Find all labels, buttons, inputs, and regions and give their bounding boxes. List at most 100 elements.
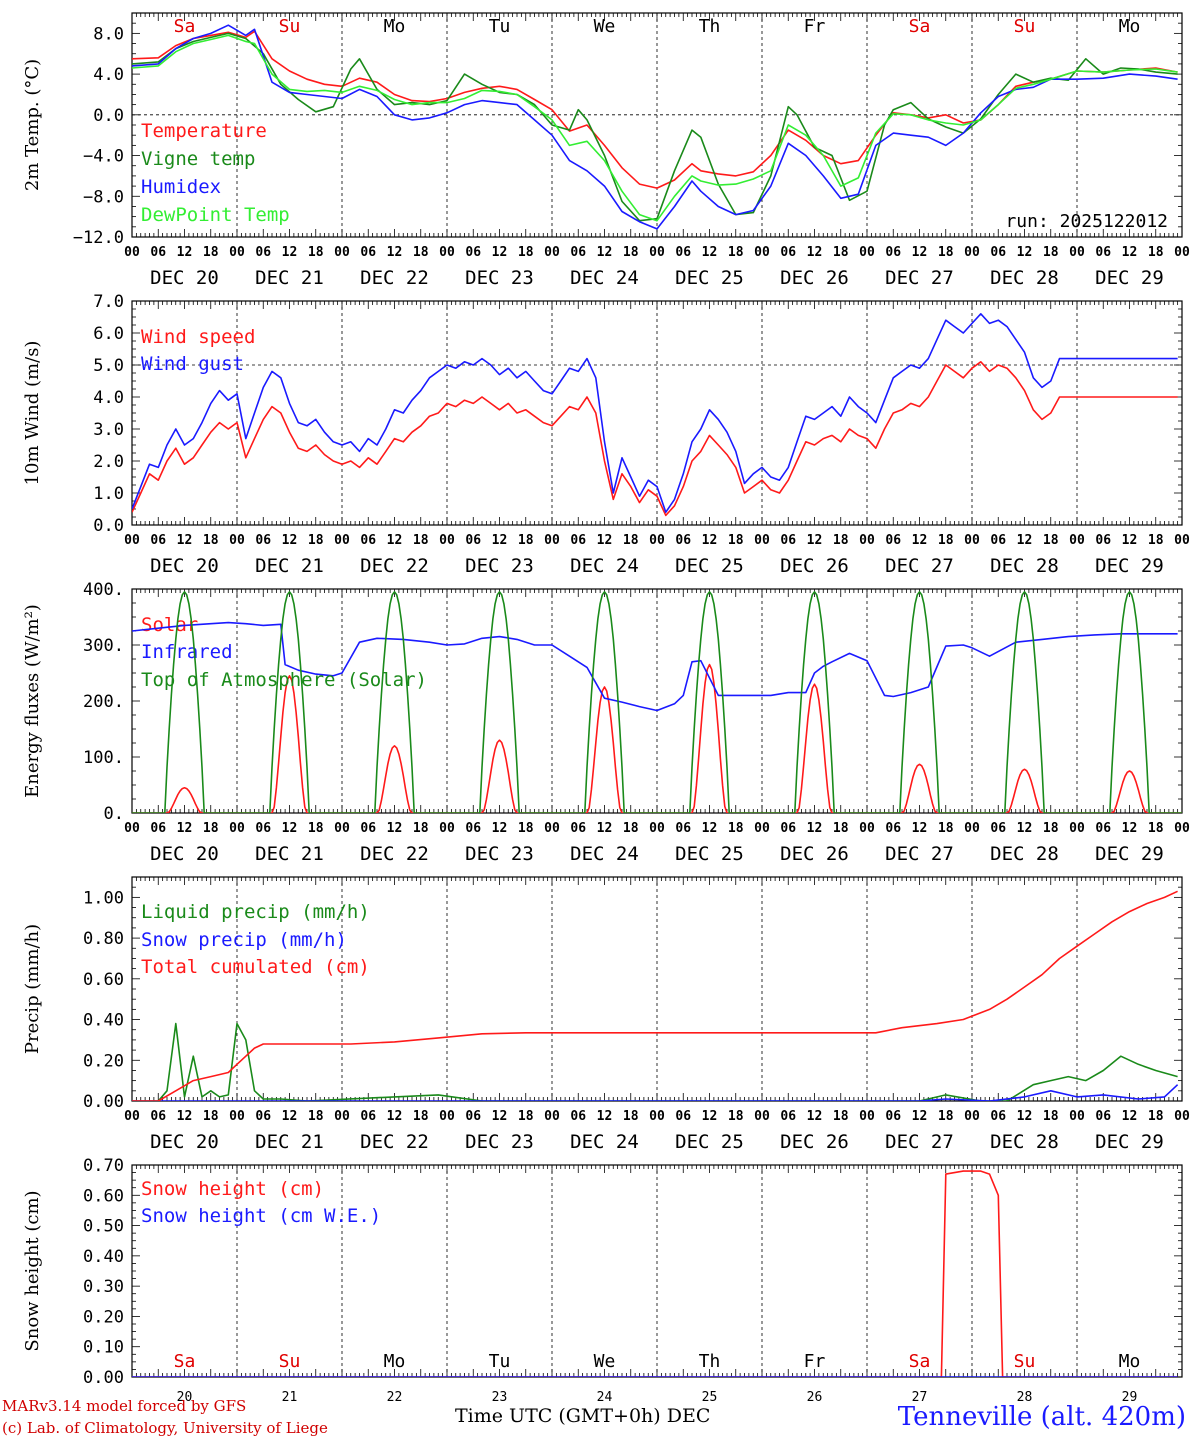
y-tick-label: 0.20 (83, 1307, 124, 1327)
day-number-label: 26 (807, 1390, 823, 1405)
hour-tick-label: 12 (702, 1109, 718, 1124)
hour-tick-label: 12 (1122, 533, 1138, 548)
series-line-infrared (132, 621, 1178, 712)
hour-tick-label: 18 (623, 1109, 639, 1124)
day-label: DEC 23 (465, 267, 534, 289)
day-label: DEC 29 (1095, 267, 1164, 289)
hour-tick-label: 06 (465, 245, 481, 260)
day-number-label: 24 (597, 1390, 613, 1405)
hour-tick-label: 06 (465, 821, 481, 836)
hour-tick-label: 18 (938, 821, 954, 836)
y-tick-label: 0.00 (83, 1368, 124, 1388)
weekday-label: Fr (804, 1351, 826, 1372)
legend-entry: Temperature (141, 120, 267, 142)
series-line-wind-gust (132, 312, 1178, 514)
y-tick-label: 5.0 (93, 356, 124, 376)
y-tick-label: 0.50 (83, 1217, 124, 1237)
hour-tick-label: 12 (597, 245, 613, 260)
y-tick-label: 300. (83, 636, 124, 656)
hour-tick-label: 18 (938, 245, 954, 260)
hour-tick-label: 06 (465, 533, 481, 548)
day-label: DEC 27 (885, 267, 954, 289)
y-axis-label: Snow height (cm) (22, 1190, 43, 1351)
day-label: DEC 21 (255, 1131, 324, 1153)
hour-tick-label: 00 (229, 1109, 245, 1124)
hour-tick-label: 06 (150, 533, 166, 548)
hour-tick-label: 00 (124, 245, 140, 260)
hour-tick-label: 12 (282, 533, 298, 548)
hour-tick-label: 18 (308, 245, 324, 260)
series-line-liquid-precip-mm-h- (132, 1022, 1178, 1101)
day-label: DEC 23 (465, 1131, 534, 1153)
day-label: DEC 23 (465, 843, 534, 865)
day-label: DEC 25 (675, 1131, 744, 1153)
hour-tick-label: 06 (885, 821, 901, 836)
hour-tick-label: 00 (439, 1109, 455, 1124)
weekday-label: Tu (489, 16, 511, 37)
hour-tick-label: 12 (387, 821, 403, 836)
hour-tick-label: 00 (544, 533, 560, 548)
weekday-label: Su (279, 16, 301, 37)
hour-tick-label: 18 (1148, 533, 1164, 548)
weekday-label: Sa (174, 1351, 196, 1372)
hour-tick-label: 18 (413, 245, 429, 260)
hour-tick-label: 00 (544, 821, 560, 836)
y-axis-label: 2m Temp. (°C) (22, 59, 43, 191)
hour-tick-label: 12 (702, 245, 718, 260)
hour-tick-label: 12 (1017, 1109, 1033, 1124)
day-number-label: 29 (1122, 1390, 1138, 1405)
y-tick-label: 0.0 (93, 106, 124, 126)
hour-tick-label: 12 (912, 245, 928, 260)
credit-model: MARv3.14 model forced by GFS (2, 1397, 247, 1415)
legend-entry: Infrared (141, 641, 233, 663)
series-line-dewpoint-temp (132, 34, 1178, 222)
hour-tick-label: 18 (833, 245, 849, 260)
legend-entry: Vigne temp (141, 148, 255, 170)
series-line-top-of-atmosphere-solar- (132, 590, 1182, 813)
hour-tick-label: 00 (334, 533, 350, 548)
day-number-label: 28 (1017, 1390, 1033, 1405)
hour-tick-label: 06 (780, 821, 796, 836)
hour-tick-label: 00 (754, 821, 770, 836)
day-label: DEC 26 (780, 555, 849, 577)
hour-tick-label: 12 (1122, 1109, 1138, 1124)
series-line-wind-speed (132, 360, 1178, 517)
y-tick-label: 0.80 (83, 929, 124, 949)
y-tick-label: 4.0 (93, 388, 124, 408)
station-title: Tenneville (alt. 420m) (897, 1402, 1186, 1432)
hour-tick-label: 06 (570, 245, 586, 260)
day-label: DEC 25 (675, 555, 744, 577)
day-label: DEC 27 (885, 843, 954, 865)
x-axis-title-text: Time UTC (GMT+0h) (455, 1405, 661, 1427)
hour-tick-label: 12 (807, 1109, 823, 1124)
hour-tick-label: 18 (938, 533, 954, 548)
hour-tick-label: 18 (518, 245, 534, 260)
y-tick-label: 4.0 (93, 65, 124, 85)
hour-tick-label: 18 (203, 1109, 219, 1124)
hour-tick-label: 18 (728, 533, 744, 548)
legend-entry: Snow height (cm) (141, 1178, 324, 1200)
hour-tick-label: 00 (124, 821, 140, 836)
day-number-label: 23 (492, 1390, 508, 1405)
hour-tick-label: 06 (255, 1109, 271, 1124)
hour-tick-label: 06 (990, 821, 1006, 836)
weekday-label: We (594, 1351, 616, 1372)
y-tick-label: 400. (83, 580, 124, 600)
hour-tick-label: 12 (177, 245, 193, 260)
weekday-label: Sa (909, 1351, 931, 1372)
y-tick-label: 100. (83, 748, 124, 768)
hour-tick-label: 00 (1069, 245, 1085, 260)
hour-tick-label: 00 (229, 245, 245, 260)
hour-tick-label: 12 (702, 821, 718, 836)
day-number-label: 22 (387, 1390, 403, 1405)
hour-tick-label: 18 (203, 821, 219, 836)
hour-tick-label: 06 (1095, 533, 1111, 548)
y-tick-label: 1.00 (83, 888, 124, 908)
series-line-vigne-temp (132, 32, 1178, 222)
legend-entry: Top of Atmosphere (Solar) (141, 669, 427, 691)
y-tick-label: 0.00 (83, 1092, 124, 1112)
hour-tick-label: 12 (807, 245, 823, 260)
hour-tick-label: 18 (833, 1109, 849, 1124)
y-tick-label: 7.0 (93, 292, 124, 312)
y-tick-label: 0.20 (83, 1051, 124, 1071)
